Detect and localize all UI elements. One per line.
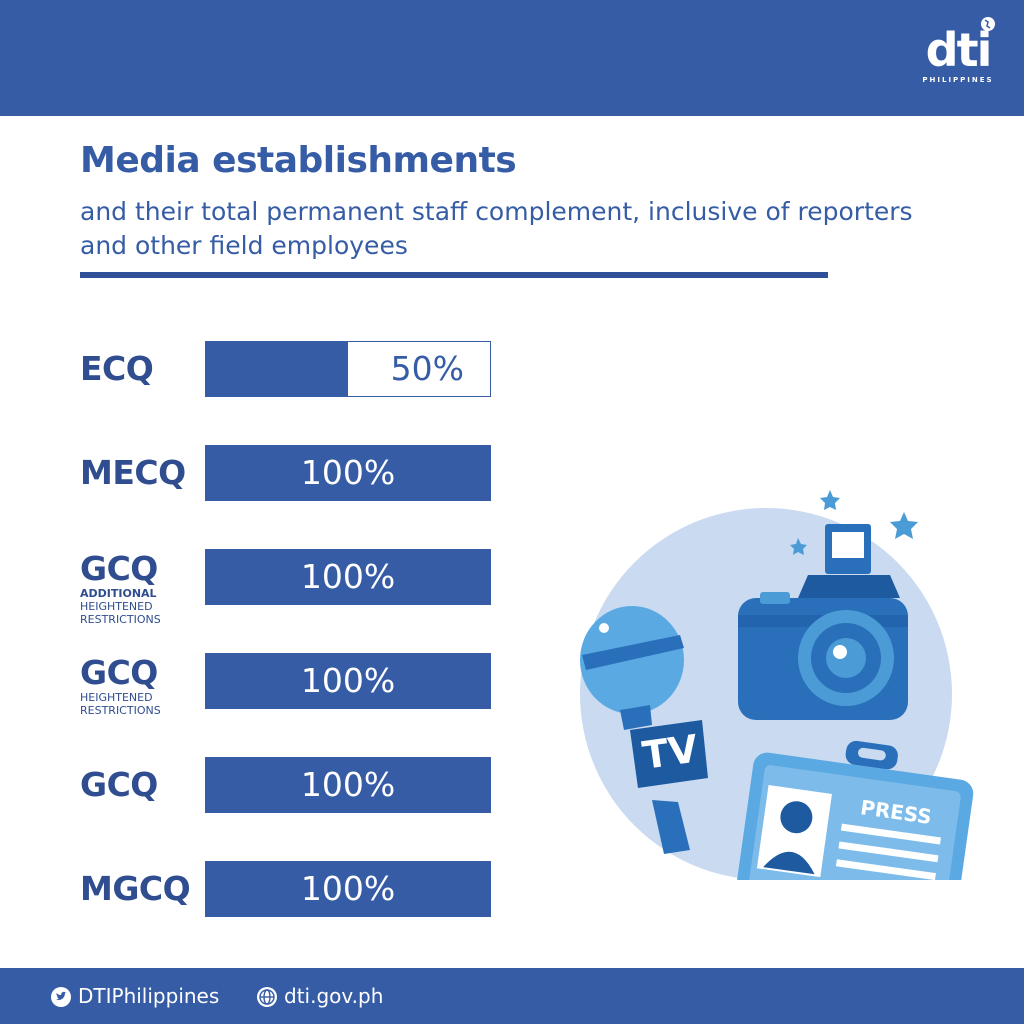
- bar-fill: [206, 550, 490, 604]
- twitter-link[interactable]: DTIPhilippines: [50, 984, 219, 1008]
- top-banner: dti PHILIPPINES: [0, 0, 1024, 116]
- bar-track: 100%: [205, 549, 491, 605]
- bar-value-label: 100%: [300, 869, 396, 908]
- website-link[interactable]: dti.gov.ph: [256, 984, 383, 1008]
- category-subtext: HEIGHTENED RESTRICTIONS: [80, 600, 161, 626]
- bar-category-label: ECQ: [80, 349, 154, 388]
- star-icon: [890, 512, 918, 539]
- bar-track: 100%: [205, 757, 491, 813]
- category-name: MGCQ: [80, 869, 191, 908]
- bar-track: 50%: [205, 341, 491, 397]
- page-subtitle: and their total permanent staff compleme…: [80, 197, 913, 260]
- camera-icon: [738, 524, 908, 720]
- twitter-handle: DTIPhilippines: [78, 984, 220, 1008]
- bar-value-label: 100%: [300, 453, 396, 492]
- globe-mark-icon: [981, 17, 995, 31]
- logo-subtext: PHILIPPINES: [922, 76, 994, 84]
- microphone-icon: TV: [580, 606, 708, 854]
- mic-label: TV: [640, 726, 702, 777]
- footer-bar: DTIPhilippines dti.gov.ph: [0, 968, 1024, 1024]
- twitter-icon: [51, 987, 71, 1007]
- category-name: GCQ: [80, 549, 158, 588]
- bar-track: 100%: [205, 653, 491, 709]
- category-name: GCQ: [80, 653, 158, 692]
- dti-logo: dti PHILIPPINES: [918, 17, 998, 98]
- bar-fill: [206, 758, 490, 812]
- category-name: ECQ: [80, 349, 154, 388]
- bar-category-label: GCQ: [80, 767, 158, 803]
- page-title: Media establishments: [80, 140, 517, 181]
- bar-track: 100%: [205, 861, 491, 917]
- star-icon: [790, 538, 807, 555]
- media-illustration: TV PRESS: [580, 490, 974, 880]
- category-qualifier: ADDITIONAL: [80, 587, 157, 600]
- bar-category-label: MGCQ: [80, 869, 191, 908]
- bar-value-label: 100%: [300, 765, 396, 804]
- category-name: MECQ: [80, 453, 186, 492]
- logo-word: dti: [925, 23, 993, 77]
- bar-fill: [206, 862, 490, 916]
- bar-fill: [206, 446, 490, 500]
- bar-fill: [206, 654, 490, 708]
- bar-fill: [206, 342, 348, 396]
- bar-track: 100%: [205, 445, 491, 501]
- category-name: GCQ: [80, 765, 158, 804]
- title-divider: [80, 272, 828, 278]
- bar-value-label: 100%: [300, 557, 396, 596]
- bar-category-label: GCQ ADDITIONAL HEIGHTENED RESTRICTIONS: [80, 549, 180, 627]
- bar-category-label: GCQ HEIGHTENED RESTRICTIONS: [80, 653, 180, 718]
- press-badge-icon: PRESS: [734, 740, 974, 880]
- globe-icon: [257, 987, 277, 1007]
- category-subtext: HEIGHTENED RESTRICTIONS: [80, 691, 161, 717]
- bar-value-label: 50%: [390, 349, 464, 388]
- website-url: dti.gov.ph: [284, 984, 384, 1008]
- bar-category-label: MECQ: [80, 455, 186, 491]
- star-icon: [820, 490, 840, 510]
- bar-value-label: 100%: [300, 661, 396, 700]
